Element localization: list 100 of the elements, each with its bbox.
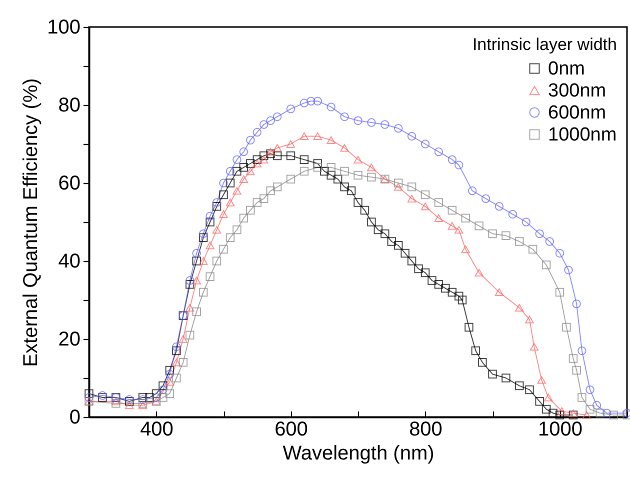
point [461, 245, 470, 254]
point [198, 229, 208, 238]
point [165, 389, 174, 398]
point [454, 160, 464, 170]
point [178, 358, 188, 367]
point [313, 96, 322, 106]
x-tick-label: 1000 [538, 418, 582, 440]
point [545, 237, 554, 246]
point [502, 231, 510, 240]
point [165, 370, 174, 378]
point [266, 148, 275, 156]
point [165, 378, 174, 386]
x-tick-label: 800 [409, 418, 442, 440]
y-tick-label: 20 [58, 328, 80, 350]
legend-label: 600nm [548, 102, 606, 124]
point [522, 218, 530, 226]
point [468, 186, 477, 196]
point [448, 222, 457, 230]
point [219, 178, 228, 188]
y-axis-title: External Quantum Efficiency (%) [20, 78, 42, 367]
point [420, 190, 430, 200]
point [206, 242, 214, 250]
point [206, 272, 214, 281]
point [578, 393, 586, 402]
y-tick-label: 80 [58, 94, 80, 116]
point [84, 393, 94, 402]
point [542, 260, 551, 270]
point [544, 394, 553, 402]
point [515, 237, 524, 246]
legend-label: 0nm [548, 58, 585, 80]
point [461, 214, 470, 222]
point [434, 214, 444, 222]
y-tick-label: 40 [58, 250, 80, 272]
point [226, 166, 235, 176]
point [572, 366, 581, 375]
point [172, 342, 181, 352]
point [564, 266, 573, 274]
point [340, 112, 349, 122]
point [555, 288, 564, 297]
point [407, 132, 416, 141]
x-tick-label: 600 [274, 418, 308, 440]
legend-label: 300nm [548, 80, 606, 102]
point [582, 411, 592, 419]
point [562, 322, 571, 332]
point [557, 407, 566, 416]
point [246, 167, 255, 176]
point [394, 178, 403, 188]
point [508, 210, 518, 219]
point [252, 198, 262, 207]
point [212, 256, 222, 266]
point [586, 404, 594, 414]
point [537, 376, 546, 384]
point [172, 374, 181, 382]
point [286, 174, 296, 184]
point [178, 335, 188, 343]
point [172, 358, 181, 366]
point [313, 132, 322, 140]
point [252, 160, 262, 168]
point [434, 147, 444, 156]
point [326, 136, 336, 144]
point [239, 147, 248, 156]
point [481, 194, 490, 203]
point [259, 120, 268, 129]
point [380, 120, 390, 129]
point [286, 140, 296, 148]
point [454, 226, 464, 234]
point [192, 307, 201, 316]
point [186, 276, 194, 285]
point [448, 206, 457, 215]
point [112, 398, 120, 406]
point [300, 132, 309, 140]
point [407, 182, 416, 192]
point [226, 198, 235, 206]
point [596, 408, 604, 418]
point [259, 156, 268, 164]
point [592, 400, 602, 410]
point [158, 393, 168, 402]
point [239, 175, 248, 183]
point [300, 166, 309, 176]
point [246, 136, 255, 144]
point [259, 194, 268, 203]
y-tick-label: 100 [47, 16, 80, 38]
point [124, 401, 134, 410]
point [192, 248, 201, 258]
point [326, 102, 336, 112]
point [572, 300, 581, 308]
point [394, 183, 403, 191]
point [306, 96, 316, 106]
point [138, 401, 148, 410]
point [609, 410, 618, 420]
point [530, 342, 539, 351]
y-tick-label: 60 [58, 172, 80, 194]
point [300, 98, 309, 108]
point [367, 172, 376, 182]
point [326, 163, 336, 172]
point [232, 186, 242, 195]
point [525, 316, 534, 324]
point [340, 166, 349, 176]
point [367, 118, 376, 127]
point [266, 186, 275, 196]
